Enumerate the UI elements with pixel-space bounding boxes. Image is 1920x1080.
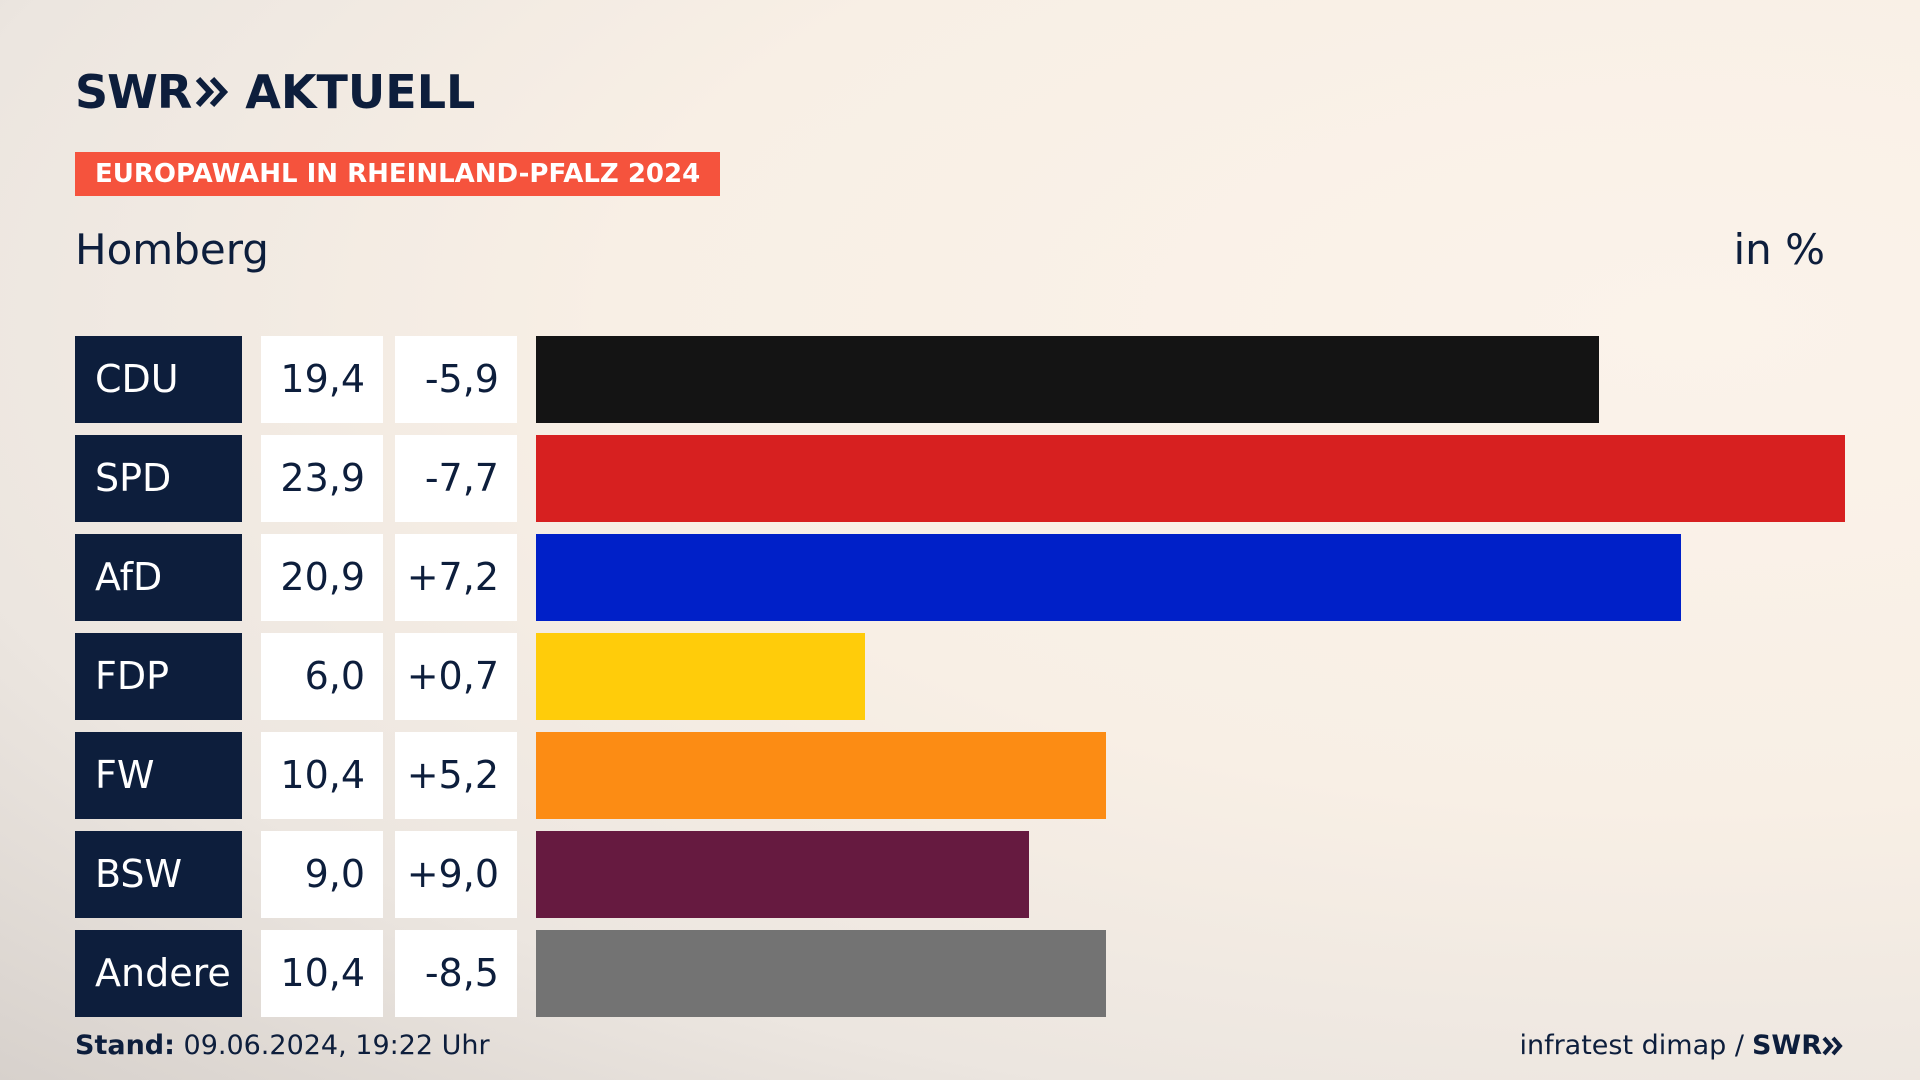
logo-product: AKTUELL: [245, 65, 476, 119]
result-bar: [536, 435, 1845, 522]
swr-aktuell-logo: SWR AKTUELL: [75, 65, 476, 119]
diff-label: +9,0: [395, 831, 517, 918]
diff-label: -8,5: [395, 930, 517, 1017]
results-chart: CDU 19,4 -5,9 SPD 23,9 -7,7 AfD 20,9 +7,2 FDP 6,0 +…: [75, 336, 1845, 1029]
value-label: 19,4: [261, 336, 383, 423]
result-bar: [536, 336, 1599, 423]
source-credit: infratest dimap / SWR: [1519, 1030, 1844, 1061]
party-label: BSW: [75, 831, 242, 918]
source-brand: SWR: [1752, 1030, 1844, 1061]
party-label: AfD: [75, 534, 242, 621]
diff-label: +7,2: [395, 534, 517, 621]
result-row: FDP 6,0 +0,7: [75, 633, 1845, 720]
party-label: FW: [75, 732, 242, 819]
result-row: Andere 10,4 -8,5: [75, 930, 1845, 1017]
result-row: SPD 23,9 -7,7: [75, 435, 1845, 522]
double-chevron-icon: [195, 74, 231, 110]
result-bar: [536, 930, 1106, 1017]
source-text: infratest dimap /: [1519, 1030, 1744, 1061]
election-tag: EUROPAWAHL IN RHEINLAND-PFALZ 2024: [75, 152, 721, 196]
result-bar: [536, 633, 865, 720]
timestamp: Stand: 09.06.2024, 19:22 Uhr: [75, 1030, 490, 1061]
value-label: 20,9: [261, 534, 383, 621]
value-label: 10,4: [261, 732, 383, 819]
stand-label: Stand:: [75, 1030, 175, 1061]
double-chevron-icon: [1822, 1036, 1843, 1055]
diff-label: -7,7: [395, 435, 517, 522]
result-bar: [536, 534, 1681, 621]
result-bar: [536, 831, 1029, 918]
unit-label: in %: [1733, 225, 1825, 274]
party-label: Andere: [75, 930, 242, 1017]
result-row: FW 10,4 +5,2: [75, 732, 1845, 819]
diff-label: -5,9: [395, 336, 517, 423]
value-label: 10,4: [261, 930, 383, 1017]
value-label: 6,0: [261, 633, 383, 720]
result-row: CDU 19,4 -5,9: [75, 336, 1845, 423]
party-label: SPD: [75, 435, 242, 522]
result-bar: [536, 732, 1106, 819]
value-label: 9,0: [261, 831, 383, 918]
party-label: FDP: [75, 633, 242, 720]
party-label: CDU: [75, 336, 242, 423]
chart-title: Homberg: [75, 225, 269, 274]
logo-brand: SWR: [75, 65, 192, 119]
result-row: BSW 9,0 +9,0: [75, 831, 1845, 918]
stand-value: 09.06.2024, 19:22 Uhr: [183, 1030, 490, 1061]
diff-label: +0,7: [395, 633, 517, 720]
result-row: AfD 20,9 +7,2: [75, 534, 1845, 621]
source-brand-text: SWR: [1751, 1030, 1822, 1061]
value-label: 23,9: [261, 435, 383, 522]
diff-label: +5,2: [395, 732, 517, 819]
